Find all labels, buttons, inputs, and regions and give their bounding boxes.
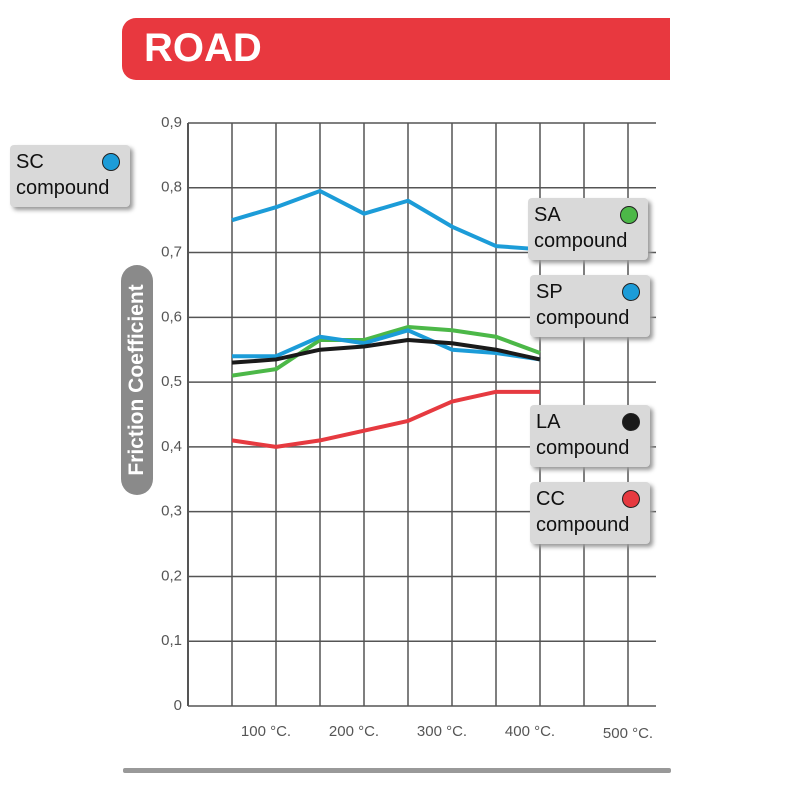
y-axis-label: Friction Coefficient	[125, 284, 148, 476]
legend-item: SC compound	[10, 145, 130, 207]
legend-label: SC compound	[16, 151, 110, 199]
y-tick-label: 0,1	[161, 632, 182, 649]
x-tick-label: 500 °C.	[603, 725, 653, 742]
title-banner: ROAD	[122, 18, 670, 80]
legend-swatch	[102, 153, 120, 171]
legend-swatch	[622, 283, 640, 301]
y-tick-label: 0	[174, 697, 182, 714]
legend-swatch	[622, 413, 640, 431]
legend-label: SP compound	[536, 281, 630, 329]
series-line	[231, 189, 541, 252]
y-tick-label: 0,9	[161, 114, 182, 131]
y-tick-label: 0,3	[161, 503, 182, 520]
y-tick-label: 0,6	[161, 308, 182, 325]
x-tick-label: 200 °C.	[329, 723, 379, 740]
legend-item: LA compound	[530, 405, 650, 467]
series-line	[231, 325, 541, 378]
series-line	[231, 338, 541, 365]
series-line	[231, 389, 540, 449]
x-tick-label: 100 °C.	[241, 723, 291, 740]
y-tick-label: 0,7	[161, 244, 182, 261]
bottom-bar	[123, 768, 671, 773]
series-line	[232, 328, 541, 362]
y-tick-label: 0,5	[161, 373, 182, 390]
legend-item: CC compound	[530, 482, 650, 544]
chart-title: ROAD	[144, 26, 262, 70]
y-tick-label: 0,2	[161, 567, 182, 584]
legend-label: CC compound	[536, 488, 630, 536]
y-label-pill: Friction Coefficient	[121, 265, 153, 495]
legend-label: LA compound	[536, 411, 630, 459]
legend-swatch	[620, 206, 638, 224]
y-tick-label: 0,8	[161, 179, 182, 196]
legend-label: SA compound	[534, 204, 628, 252]
legend-swatch	[622, 490, 640, 508]
x-tick-label: 300 °C.	[417, 723, 467, 740]
y-tick-label: 0,4	[161, 438, 182, 455]
legend-item: SA compound	[528, 198, 648, 260]
x-tick-label: 400 °C.	[505, 723, 555, 740]
legend-item: SP compound	[530, 275, 650, 337]
